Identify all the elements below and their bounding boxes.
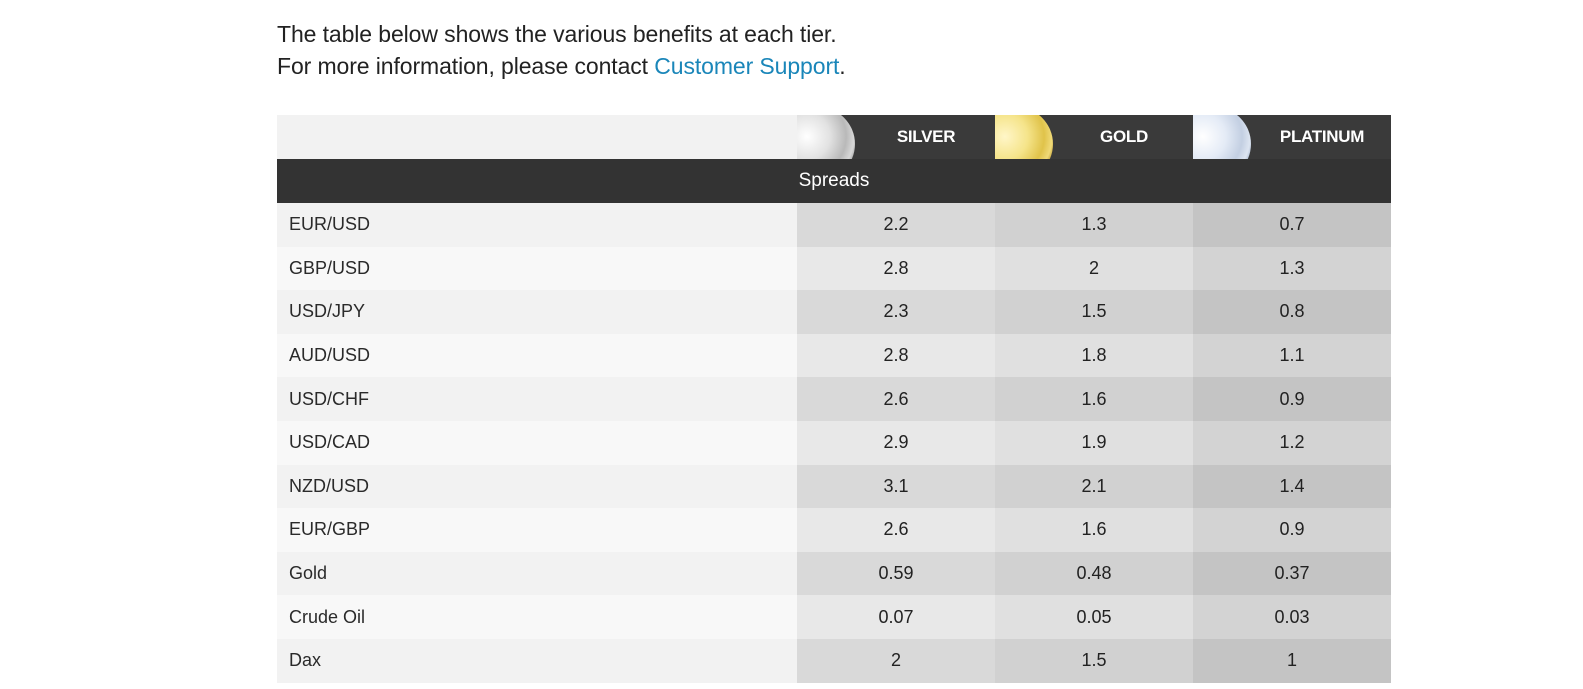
gold-value: 1.3 xyxy=(995,203,1193,247)
tier-name-silver: SILVER xyxy=(896,127,956,146)
header-empty-cell xyxy=(277,115,797,159)
silver-value: 2.2 xyxy=(797,203,995,247)
intro-line-2-suffix: . xyxy=(839,53,846,79)
platinum-value: 0.9 xyxy=(1193,508,1391,552)
row-label: Dax xyxy=(277,638,797,683)
intro-text: The table below shows the various benefi… xyxy=(277,18,846,82)
platinum-value: 0.37 xyxy=(1193,551,1391,596)
gold-value: 2.1 xyxy=(995,464,1193,509)
table-row: USD/JPY 2.3 1.5 0.8 xyxy=(277,290,1391,334)
platinum-value: 1.3 xyxy=(1193,246,1391,291)
platinum-value: 0.7 xyxy=(1193,203,1391,247)
table-row: EUR/GBP 2.6 1.6 0.9 xyxy=(277,508,1391,552)
tier-name-platinum: PLATINUM xyxy=(1279,127,1365,146)
gold-value: 1.6 xyxy=(995,377,1193,421)
gold-value: 2 xyxy=(995,246,1193,291)
row-label: Gold xyxy=(277,551,797,596)
gold-medal-icon xyxy=(995,115,1053,159)
tier-header-silver: SILVER xyxy=(797,115,995,159)
table-header-row: SILVER GOLD PLATINUM xyxy=(277,115,1391,159)
platinum-medal-icon xyxy=(1193,115,1251,159)
silver-value: 3.1 xyxy=(797,464,995,509)
silver-medal-icon xyxy=(797,115,855,159)
platinum-value: 1.2 xyxy=(1193,420,1391,465)
silver-value: 2.6 xyxy=(797,508,995,552)
table-row: Crude Oil 0.07 0.05 0.03 xyxy=(277,595,1391,639)
silver-value: 2.9 xyxy=(797,420,995,465)
tier-header-gold: GOLD xyxy=(995,115,1193,159)
silver-value: 2 xyxy=(797,638,995,683)
intro-line-1: The table below shows the various benefi… xyxy=(277,21,837,47)
silver-value: 0.07 xyxy=(797,595,995,639)
silver-value: 2.8 xyxy=(797,333,995,378)
silver-value: 2.3 xyxy=(797,290,995,334)
row-label: USD/CHF xyxy=(277,377,797,421)
intro-line-2-prefix: For more information, please contact xyxy=(277,53,655,79)
tier-benefits-table: SILVER GOLD PLATINUM Spreads EUR/USD 2.2… xyxy=(277,115,1391,683)
table-row: USD/CHF 2.6 1.6 0.9 xyxy=(277,377,1391,421)
section-title: Spreads xyxy=(798,170,870,191)
platinum-value: 0.9 xyxy=(1193,377,1391,421)
gold-value: 1.6 xyxy=(995,508,1193,552)
gold-value: 0.48 xyxy=(995,551,1193,596)
table-row: NZD/USD 3.1 2.1 1.4 xyxy=(277,464,1391,509)
tier-name-gold: GOLD xyxy=(1100,127,1148,146)
intro-line-2: For more information, please contact Cus… xyxy=(277,50,846,82)
customer-support-link[interactable]: Customer Support xyxy=(654,53,840,79)
row-label: USD/JPY xyxy=(277,290,797,334)
row-label: EUR/USD xyxy=(277,203,797,247)
tier-header-platinum: PLATINUM xyxy=(1193,115,1391,159)
gold-value: 1.9 xyxy=(995,420,1193,465)
table-row: USD/CAD 2.9 1.9 1.2 xyxy=(277,420,1391,465)
table-row: AUD/USD 2.8 1.8 1.1 xyxy=(277,333,1391,378)
gold-value: 1.5 xyxy=(995,638,1193,683)
platinum-value: 1.1 xyxy=(1193,333,1391,378)
gold-value: 1.5 xyxy=(995,290,1193,334)
platinum-value: 0.03 xyxy=(1193,595,1391,639)
silver-value: 2.8 xyxy=(797,246,995,291)
gold-value: 1.8 xyxy=(995,333,1193,378)
table-row: Gold 0.59 0.48 0.37 xyxy=(277,551,1391,596)
row-label: AUD/USD xyxy=(277,333,797,378)
row-label: EUR/GBP xyxy=(277,508,797,552)
table-row: Dax 2 1.5 1 xyxy=(277,638,1391,683)
section-header-spreads: Spreads xyxy=(277,159,1391,203)
platinum-value: 1 xyxy=(1193,638,1391,683)
silver-value: 0.59 xyxy=(797,551,995,596)
table-row: GBP/USD 2.8 2 1.3 xyxy=(277,246,1391,291)
row-label: USD/CAD xyxy=(277,420,797,465)
gold-value: 0.05 xyxy=(995,595,1193,639)
platinum-value: 1.4 xyxy=(1193,464,1391,509)
silver-value: 2.6 xyxy=(797,377,995,421)
row-label: NZD/USD xyxy=(277,464,797,509)
row-label: Crude Oil xyxy=(277,595,797,639)
row-label: GBP/USD xyxy=(277,246,797,291)
table-row: EUR/USD 2.2 1.3 0.7 xyxy=(277,203,1391,247)
platinum-value: 0.8 xyxy=(1193,290,1391,334)
